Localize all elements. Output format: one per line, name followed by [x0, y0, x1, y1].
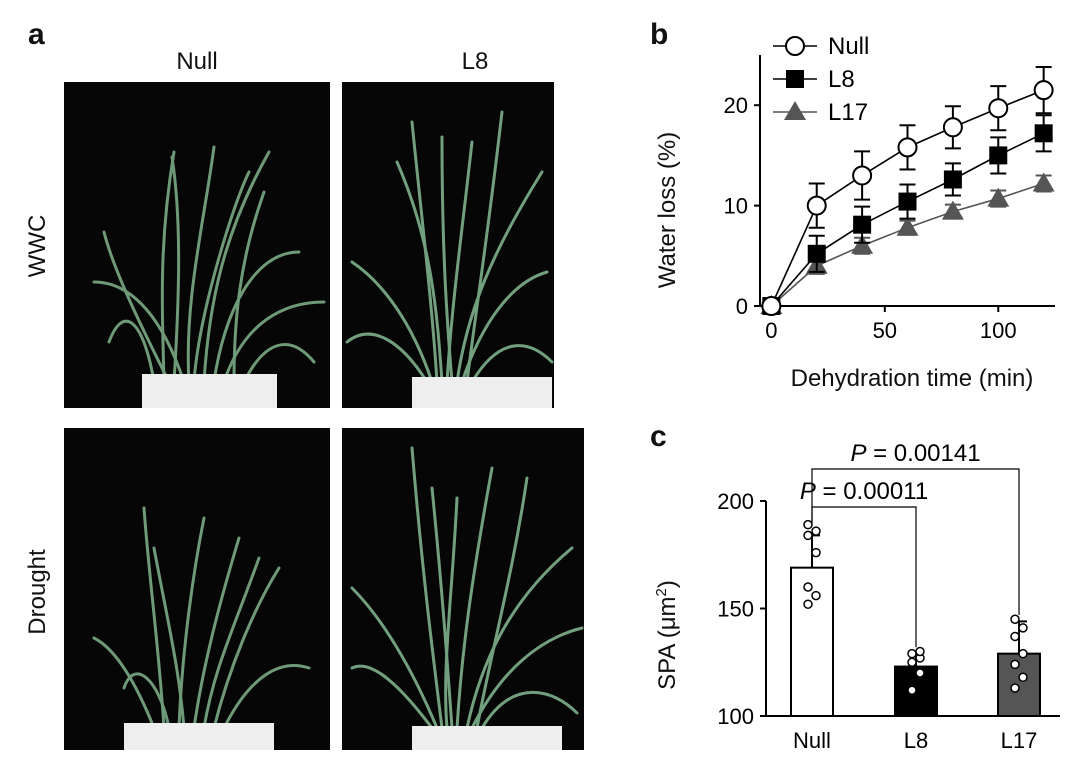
photo-l8-drought: [342, 428, 584, 750]
replicate-point-l17: [1010, 659, 1020, 670]
chart-b-x-axis-label: Dehydration time (min): [791, 365, 1034, 392]
chart-c-x-tick-label: Null: [793, 728, 831, 753]
replicate-point-l17: [1010, 631, 1020, 642]
data-point-null: [806, 195, 827, 216]
replicate-point-l8: [915, 646, 925, 657]
legend-label-l17: L17: [828, 99, 868, 126]
replicate-point-l17: [1018, 623, 1028, 633]
replicate-point-null: [803, 530, 813, 541]
data-point-null: [761, 296, 782, 316]
data-point-l17: [1032, 172, 1055, 192]
photo-null-drought: [64, 428, 330, 750]
data-point-l8: [807, 244, 826, 263]
photo-null-wwc: [64, 82, 330, 408]
significance-bracket-l17: [811, 468, 1020, 615]
panel-b-letter: b: [650, 18, 669, 51]
data-point-l8: [898, 192, 917, 211]
replicate-point-l8: [907, 648, 917, 659]
replicate-point-null: [811, 547, 821, 558]
data-point-l8: [1034, 124, 1053, 143]
legend-marker-l17: [784, 101, 806, 120]
replicate-point-null: [811, 526, 821, 536]
data-point-l8: [943, 170, 962, 189]
legend-marker-null: [785, 36, 805, 56]
data-point-null: [988, 98, 1009, 119]
data-point-l8: [853, 215, 872, 234]
row-label-drought: Drought: [24, 549, 51, 635]
replicate-point-l8: [907, 685, 917, 695]
chart-b-y-tick-label: 10: [724, 194, 748, 219]
data-point-l17: [896, 216, 919, 236]
data-point-l8: [989, 146, 1008, 165]
p-value-label-l8: P = 0.00011: [800, 478, 928, 505]
chart-b-x-tick-label: 100: [980, 318, 1017, 343]
chart-c-y-tick-label: 200: [717, 489, 754, 514]
p-value-label-l17: P = 0.00141: [850, 440, 980, 467]
legend-label-l8: L8: [828, 66, 855, 93]
replicate-point-null: [803, 519, 813, 530]
data-point-l17: [851, 234, 874, 254]
replicate-point-l17: [1018, 672, 1028, 683]
replicate-point-l17: [1010, 614, 1020, 624]
data-point-null: [852, 165, 873, 186]
chart-c-x-tick-label: L17: [1001, 728, 1038, 753]
chart-b-x-tick-label: 0: [765, 318, 777, 343]
chart-b-y-axis-label: Water loss (%): [654, 132, 681, 288]
data-point-null: [897, 137, 918, 158]
replicate-point-null: [811, 590, 821, 601]
chart-c-y-tick-label: 150: [717, 597, 754, 622]
chart-c-y-axis-label: SPA (μm2): [653, 580, 681, 690]
replicate-point-l8: [907, 657, 917, 667]
column-label-null: Null: [176, 48, 218, 75]
chart-c-x-tick-label: L8: [904, 728, 928, 753]
photo-l8-wwc: [342, 82, 554, 408]
water-loss-line-chart: Water loss (%) Dehydration time (min) 0 1…: [654, 33, 1055, 392]
panel-c-letter: c: [650, 420, 667, 453]
row-label-wwc: WWC: [24, 214, 51, 278]
chart-b-x-tick-label: 50: [873, 318, 897, 343]
replicate-point-null: [803, 582, 813, 592]
chart-b-y-tick-label: 0: [736, 294, 748, 319]
replicate-point-l17: [1010, 683, 1020, 693]
replicate-point-null: [803, 599, 813, 609]
replicate-point-l17: [1018, 648, 1028, 659]
legend-marker-l8: [786, 70, 804, 88]
column-label-l8: L8: [461, 48, 489, 75]
legend-label-null: Null: [828, 33, 869, 60]
data-point-null: [942, 117, 963, 138]
panel-a-letter: a: [28, 18, 45, 51]
data-point-null: [1033, 80, 1054, 101]
replicate-point-l8: [915, 668, 925, 678]
data-point-l17: [941, 200, 964, 220]
bar-null: [790, 566, 834, 717]
spa-bar-chart: SPA (μm2) 100 150 200 Null L8 L17 P = 0.00011 P…: [653, 440, 1060, 753]
chart-c-y-tick-label: 100: [717, 704, 754, 729]
data-point-l17: [987, 187, 1010, 207]
chart-b-y-tick-label: 20: [724, 93, 748, 118]
